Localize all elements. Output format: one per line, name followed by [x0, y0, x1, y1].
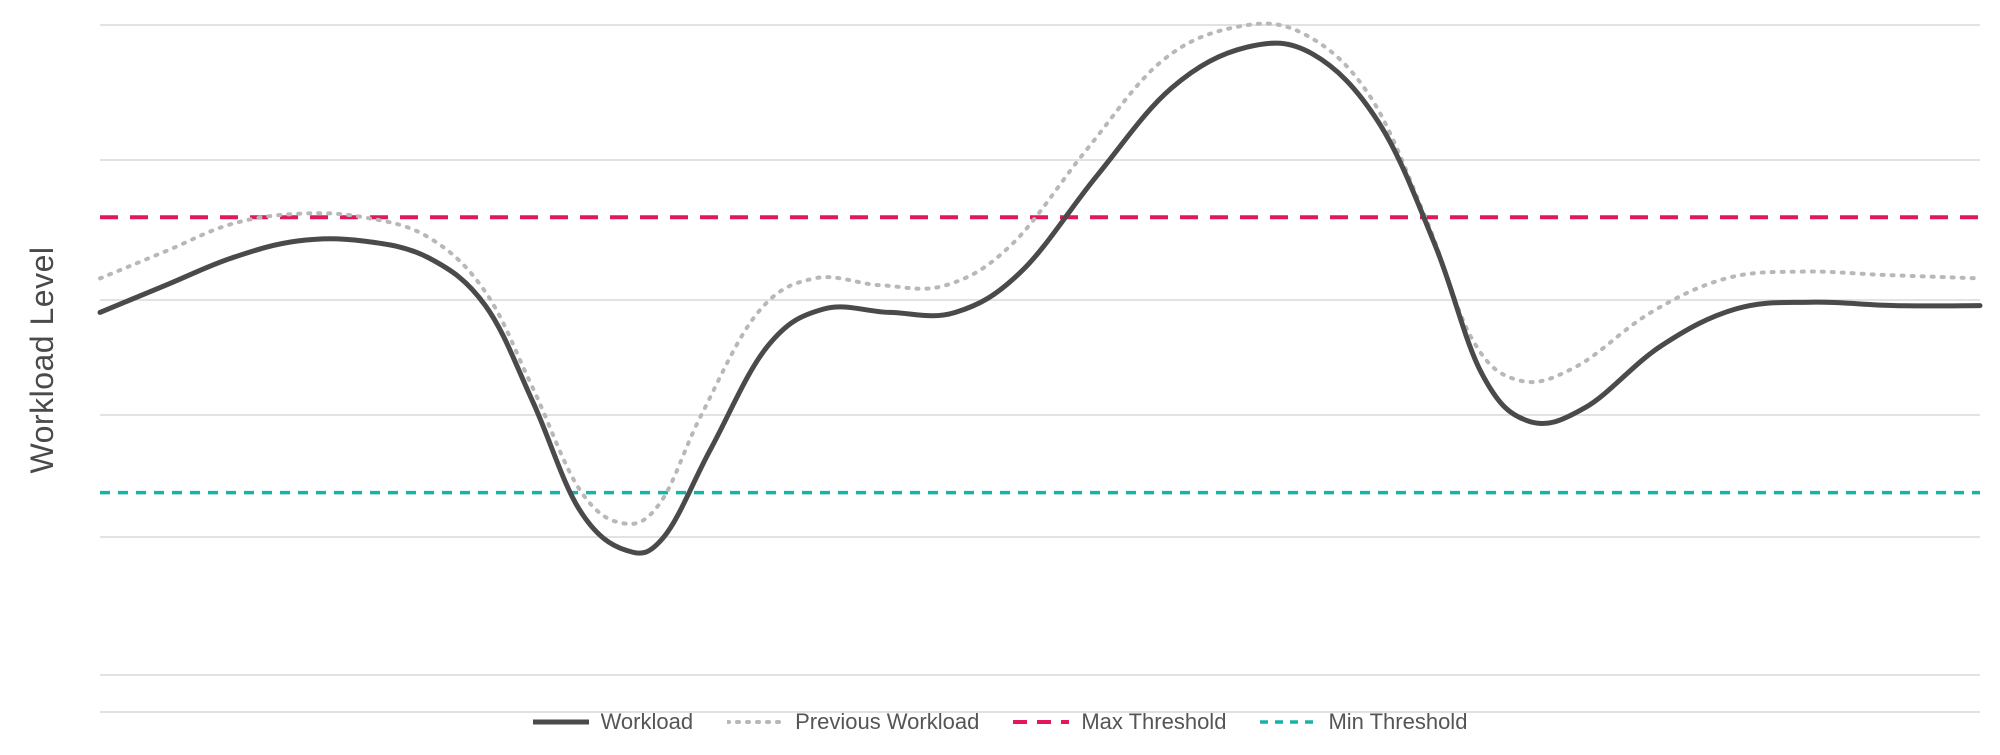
legend-item-max: Max Threshold	[1013, 709, 1226, 735]
threshold-lines	[100, 217, 1980, 492]
data-series	[100, 24, 1980, 554]
legend-label: Min Threshold	[1328, 709, 1467, 735]
legend-swatch-previous	[727, 712, 783, 732]
series-previous-workload	[100, 24, 1980, 524]
series-workload	[100, 43, 1980, 553]
legend-item-workload: Workload	[533, 709, 694, 735]
legend-item-min: Min Threshold	[1260, 709, 1467, 735]
legend-swatch-workload	[533, 712, 589, 732]
legend-swatch-min	[1260, 712, 1316, 732]
legend-swatch-max	[1013, 712, 1069, 732]
legend-item-previous: Previous Workload	[727, 709, 979, 735]
gridlines	[100, 25, 1980, 712]
legend-label: Max Threshold	[1081, 709, 1226, 735]
chart-plot-area	[0, 0, 2000, 755]
legend-label: Previous Workload	[795, 709, 979, 735]
legend-label: Workload	[601, 709, 694, 735]
workload-chart: Workload Level Workload Previous Workloa…	[0, 0, 2000, 755]
chart-legend: Workload Previous Workload Max Threshold…	[0, 709, 2000, 735]
